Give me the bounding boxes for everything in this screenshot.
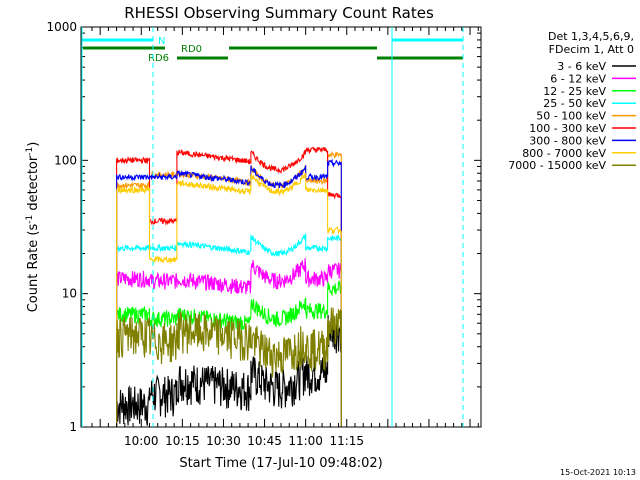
x-axis-label: Start Time (17-Jul-10 09:48:02) bbox=[179, 456, 382, 471]
y-tick-label-10: 10 bbox=[62, 287, 77, 301]
legend-label-8: 800 - 7000 keV bbox=[522, 147, 606, 160]
x-tick-label-1000: 10:00 bbox=[124, 434, 159, 448]
series-line-6 bbox=[116, 146, 342, 427]
y-axis-label-part1: Count Rate (s bbox=[26, 224, 41, 313]
y-axis-label-part3: ) bbox=[26, 142, 41, 147]
n-label: N bbox=[158, 36, 165, 47]
x-tick-label-1015: 10:15 bbox=[165, 434, 200, 448]
rd0-label: RD0 bbox=[181, 44, 202, 55]
series-line-9 bbox=[116, 307, 342, 427]
y-tick-label-1: 1 bbox=[69, 420, 77, 434]
legend-label-7: 300 - 800 keV bbox=[529, 134, 606, 147]
x-tick-label-1045: 10:45 bbox=[247, 434, 282, 448]
footer-date: 15-Oct-2021 10:13 bbox=[560, 468, 636, 477]
y-axis-label: Count Rate (s-1 detector-1) bbox=[25, 142, 41, 313]
chart-title: RHESSI Observing Summary Count Rates bbox=[124, 4, 434, 22]
y-axis-label-sup2: -1 bbox=[25, 147, 35, 156]
y-tick-label-100: 100 bbox=[54, 153, 77, 167]
series-line-4 bbox=[116, 233, 342, 427]
x-tick-label-1115: 11:15 bbox=[329, 434, 364, 448]
plot-layer bbox=[116, 146, 342, 427]
series-line-7 bbox=[116, 158, 342, 427]
y-axis-ticks: 1 10 100 1000 bbox=[46, 20, 481, 434]
legend: Det 1,3,4,5,6,9, FDecim 1, Att 0 3 - 6 k… bbox=[508, 30, 636, 172]
legend-label-4: 25 - 50 keV bbox=[543, 97, 606, 110]
legend-header-1: Det 1,3,4,5,6,9, bbox=[548, 30, 634, 43]
legend-label-5: 50 - 100 keV bbox=[536, 110, 606, 123]
x-tick-label-1100: 11:00 bbox=[288, 434, 323, 448]
y-tick-label-1000: 1000 bbox=[46, 20, 77, 34]
rd6-label: RD6 bbox=[148, 53, 169, 64]
y-axis-label-sup1: -1 bbox=[25, 215, 35, 224]
series-line-2 bbox=[116, 258, 342, 427]
legend-header-2: FDecim 1, Att 0 bbox=[549, 43, 634, 56]
series-line-3 bbox=[116, 280, 342, 427]
series-line-8 bbox=[116, 172, 342, 427]
attenuator-annotations: N RD0 RD6 bbox=[81, 27, 464, 427]
legend-label-6: 100 - 300 keV bbox=[529, 122, 606, 135]
legend-label-9: 7000 - 15000 keV bbox=[508, 159, 606, 172]
legend-label-3: 12 - 25 keV bbox=[543, 85, 606, 98]
y-axis-label-part2: detector bbox=[26, 155, 41, 215]
legend-label-2: 6 - 12 keV bbox=[550, 72, 606, 85]
series-line-1 bbox=[116, 315, 342, 427]
x-tick-label-1030: 10:30 bbox=[206, 434, 241, 448]
legend-label-1: 3 - 6 keV bbox=[557, 60, 606, 73]
x-axis-ticks: 10:00 10:15 10:30 10:45 11:00 11:15 bbox=[91, 27, 479, 448]
